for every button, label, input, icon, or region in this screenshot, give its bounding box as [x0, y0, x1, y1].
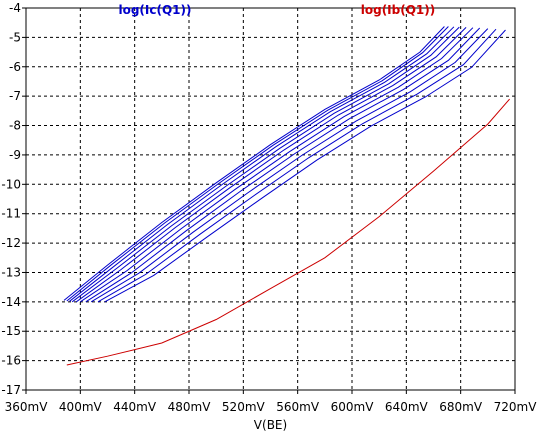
trace-lines: [63, 26, 510, 366]
y-tick-labels: -4 -5 -6 -7 -8 -9 -10 -11 -12 -13 -14 -15 -16 -17: [1, 1, 26, 397]
series-line-6: [80, 27, 474, 303]
series-line-10: [104, 29, 506, 303]
y-tick-label: -15: [1, 324, 21, 338]
x-tick-label: 520mV: [222, 400, 266, 414]
grid-lines: [26, 8, 515, 390]
series-line-9: [97, 28, 497, 303]
series-line-3: [69, 26, 455, 302]
y-tick-label: -4: [9, 1, 21, 15]
series-line-7: [85, 27, 481, 303]
y-tick-label: -5: [9, 30, 21, 44]
y-tick-label: -13: [1, 265, 21, 279]
y-tick-label: -8: [9, 119, 21, 133]
series-line-5: [76, 27, 467, 303]
series-line-1: [63, 26, 445, 301]
y-tick-label: -9: [9, 148, 21, 162]
x-tick-label: 480mV: [168, 400, 212, 414]
legend-ib-label: log(Ib(Q1)): [361, 3, 436, 17]
y-tick-label: -12: [1, 236, 21, 250]
y-tick-label: -16: [1, 354, 21, 368]
y-tick-label: -14: [1, 295, 21, 309]
x-tick-labels: 360mV 400mV 440mV 480mV 520mV 560mV 600mV 640mV…: [5, 390, 538, 414]
x-tick-label: 680mV: [439, 400, 483, 414]
x-tick-label: 400mV: [59, 400, 103, 414]
y-tick-label: -17: [1, 383, 21, 397]
x-tick-label: 440mV: [113, 400, 157, 414]
y-tick-label: -11: [1, 207, 21, 221]
x-axis-label: V(BE): [254, 418, 287, 432]
x-tick-label: 560mV: [276, 400, 320, 414]
x-tick-label: 720mV: [494, 400, 538, 414]
y-tick-label: -6: [9, 60, 21, 74]
x-tick-label: 360mV: [5, 400, 49, 414]
x-tick-label: 600mV: [331, 400, 375, 414]
series-line-2: [66, 26, 449, 302]
series-line-8: [90, 28, 489, 303]
x-tick-label: 640mV: [385, 400, 429, 414]
series-line-0: [66, 98, 510, 366]
y-tick-label: -7: [9, 89, 21, 103]
series-line-4: [71, 26, 460, 303]
y-tick-label: -10: [1, 177, 21, 191]
plot-frame: [25, 7, 516, 391]
legend-ic-label: log(Ic(Q1)): [118, 3, 191, 17]
